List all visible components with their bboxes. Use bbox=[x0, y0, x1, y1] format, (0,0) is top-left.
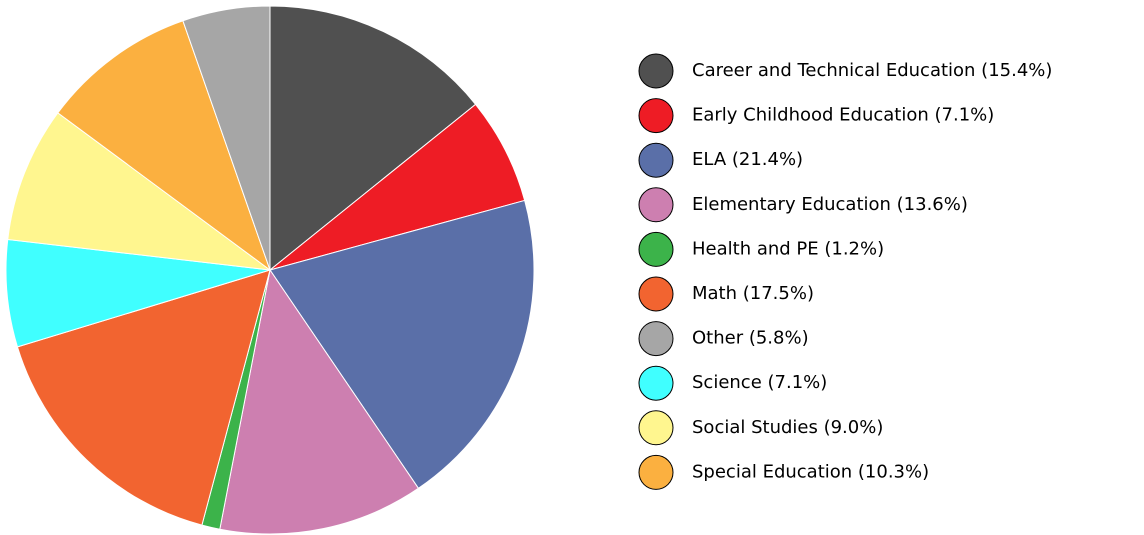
legend-label: Social Studies (9.0%) bbox=[692, 417, 883, 438]
legend-swatch bbox=[638, 276, 674, 312]
legend-swatch bbox=[638, 98, 674, 134]
legend-label: ELA (21.4%) bbox=[692, 149, 803, 170]
pie-slice bbox=[269, 103, 526, 271]
legend-swatch bbox=[638, 365, 674, 401]
legend-swatch bbox=[638, 231, 674, 267]
legend-label: Career and Technical Education (15.4%) bbox=[692, 60, 1052, 81]
pie-slice bbox=[182, 5, 271, 271]
legend-label: Math (17.5%) bbox=[692, 283, 814, 304]
legend-swatch bbox=[638, 321, 674, 357]
legend-label: Early Childhood Education (7.1%) bbox=[692, 105, 994, 126]
legend-swatch bbox=[638, 454, 674, 490]
pie-slice bbox=[57, 20, 272, 272]
pie-slice bbox=[7, 112, 272, 271]
legend-label: Special Education (10.3%) bbox=[692, 461, 929, 482]
legend-label: Elementary Education (13.6%) bbox=[692, 194, 968, 215]
legend-swatch bbox=[638, 410, 674, 446]
pie-slice bbox=[269, 5, 477, 272]
pie-slice bbox=[16, 269, 271, 526]
pie-slice bbox=[5, 238, 271, 348]
legend-label: Other (5.8%) bbox=[692, 328, 809, 349]
legend-swatch bbox=[638, 142, 674, 178]
pie-slice bbox=[269, 199, 535, 490]
legend-swatch bbox=[638, 187, 674, 223]
legend-swatch bbox=[638, 53, 674, 89]
pie-slice bbox=[219, 268, 420, 535]
legend-label: Health and PE (1.2%) bbox=[692, 238, 884, 259]
legend-label: Science (7.1%) bbox=[692, 372, 827, 393]
